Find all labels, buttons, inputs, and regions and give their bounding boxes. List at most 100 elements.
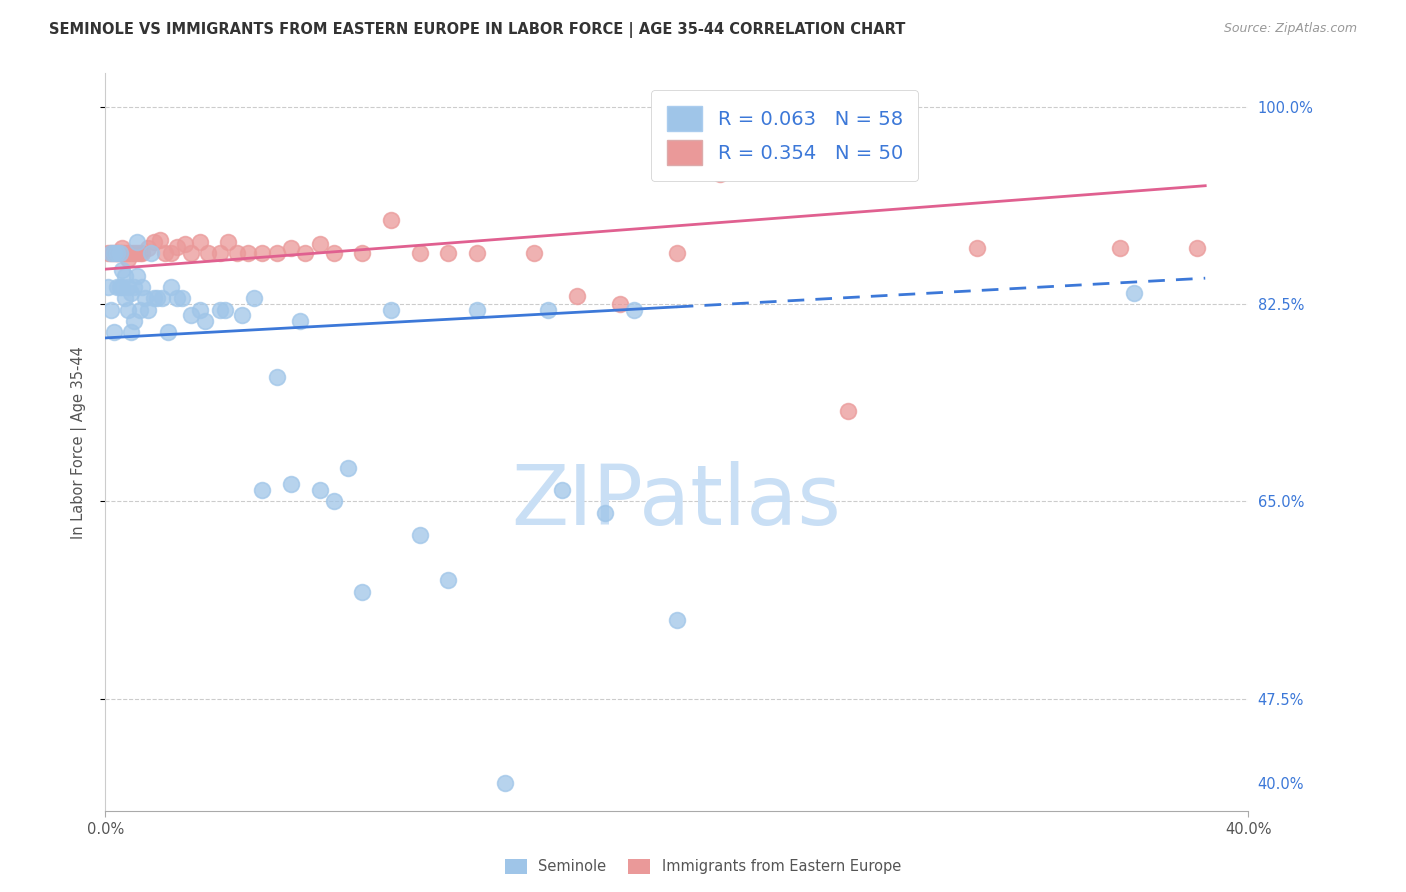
Point — [157, 326, 180, 340]
Point — [155, 246, 177, 260]
Point — [105, 246, 128, 260]
Point — [145, 292, 167, 306]
Point — [174, 237, 197, 252]
Point — [100, 246, 122, 260]
Point — [214, 302, 236, 317]
Point — [120, 285, 142, 300]
Point — [280, 241, 302, 255]
Legend: Seminole, Immigrants from Eastern Europe: Seminole, Immigrants from Eastern Europe — [499, 853, 907, 880]
Point — [408, 528, 430, 542]
Point — [252, 246, 274, 260]
Point — [188, 235, 211, 249]
Point — [111, 280, 134, 294]
Point — [103, 326, 125, 340]
Point — [117, 280, 139, 294]
Point — [523, 246, 546, 260]
Point — [1108, 241, 1130, 255]
Point — [494, 776, 516, 790]
Point — [122, 246, 145, 260]
Point — [166, 239, 188, 253]
Point — [437, 246, 460, 260]
Point — [322, 494, 344, 508]
Point — [225, 246, 247, 260]
Point — [117, 252, 139, 266]
Point — [131, 280, 153, 294]
Point — [128, 246, 150, 260]
Point — [97, 280, 120, 294]
Point — [352, 584, 374, 599]
Point — [125, 235, 148, 249]
Point — [172, 292, 194, 306]
Point — [142, 292, 165, 306]
Point — [180, 246, 202, 260]
Point — [160, 246, 183, 260]
Point — [136, 241, 159, 255]
Point — [166, 292, 188, 306]
Point — [380, 212, 402, 227]
Point — [294, 246, 316, 260]
Point — [288, 314, 311, 328]
Text: ZIPatlas: ZIPatlas — [512, 461, 842, 541]
Point — [136, 302, 159, 317]
Point — [308, 237, 330, 252]
Point — [105, 280, 128, 294]
Point — [280, 477, 302, 491]
Point — [120, 326, 142, 340]
Point — [308, 483, 330, 497]
Point — [100, 246, 122, 260]
Legend: R = 0.063   N = 58, R = 0.354   N = 50: R = 0.063 N = 58, R = 0.354 N = 50 — [651, 90, 918, 181]
Point — [180, 309, 202, 323]
Point — [108, 246, 131, 260]
Point — [537, 302, 560, 317]
Point — [114, 292, 136, 306]
Point — [120, 246, 142, 260]
Point — [231, 309, 253, 323]
Point — [125, 268, 148, 283]
Point — [337, 460, 360, 475]
Point — [139, 246, 162, 260]
Point — [122, 280, 145, 294]
Point — [111, 263, 134, 277]
Point — [197, 246, 219, 260]
Point — [352, 246, 374, 260]
Point — [188, 302, 211, 317]
Point — [243, 292, 266, 306]
Point — [152, 292, 174, 306]
Point — [380, 302, 402, 317]
Point — [252, 483, 274, 497]
Point — [408, 246, 430, 260]
Point — [266, 246, 288, 260]
Point — [105, 246, 128, 260]
Point — [665, 613, 688, 627]
Point — [322, 246, 344, 260]
Point — [108, 280, 131, 294]
Point — [160, 280, 183, 294]
Point — [100, 302, 122, 317]
Y-axis label: In Labor Force | Age 35-44: In Labor Force | Age 35-44 — [72, 346, 87, 539]
Point — [122, 314, 145, 328]
Point — [108, 246, 131, 260]
Point — [194, 314, 217, 328]
Text: Source: ZipAtlas.com: Source: ZipAtlas.com — [1223, 22, 1357, 36]
Point — [709, 168, 731, 182]
Point — [114, 246, 136, 260]
Point — [565, 289, 588, 303]
Point — [1185, 241, 1208, 255]
Point — [103, 246, 125, 260]
Point — [551, 483, 574, 497]
Point — [1122, 285, 1144, 300]
Point — [437, 574, 460, 588]
Point — [114, 268, 136, 283]
Point — [217, 235, 239, 249]
Point — [131, 246, 153, 260]
Point — [665, 246, 688, 260]
Point — [148, 233, 170, 247]
Point — [208, 246, 231, 260]
Point — [117, 246, 139, 260]
Point — [593, 506, 616, 520]
Point — [103, 246, 125, 260]
Point — [623, 302, 645, 317]
Point — [966, 241, 988, 255]
Point — [134, 292, 156, 306]
Point — [465, 302, 488, 317]
